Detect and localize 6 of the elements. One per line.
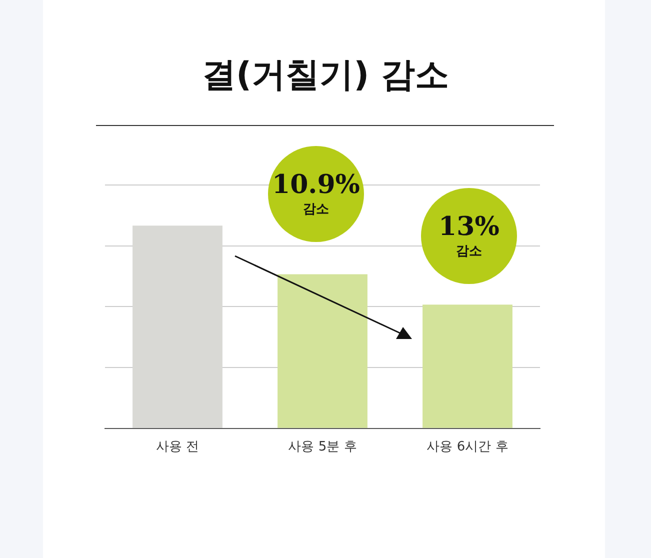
x-tick-label: 사용 5분 후 [288,440,357,455]
x-tick-label: 사용 전 [156,440,200,455]
text: 10.9% 감소 [272,170,360,218]
chart-title: 결(거칠기) 감소 [201,54,450,97]
x-tick-label: 사용 6시간 후 [426,440,508,455]
annotation: 13% 감소 [438,212,500,260]
